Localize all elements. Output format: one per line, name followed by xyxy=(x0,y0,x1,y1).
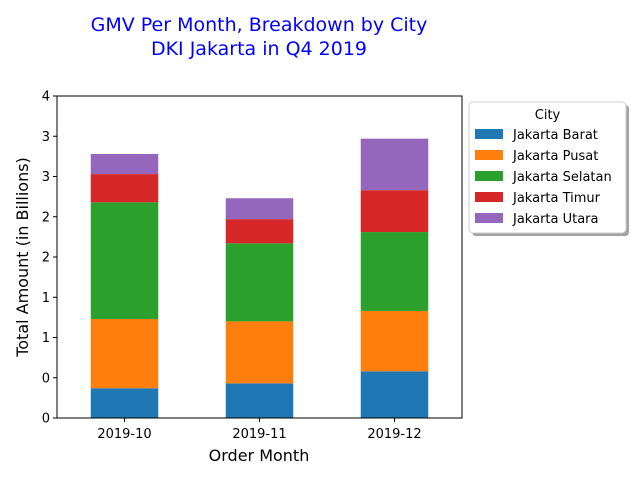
y-tick-label: 0 xyxy=(42,371,50,386)
y-tick-label: 2 xyxy=(42,251,50,266)
legend-label: Jakarta Barat xyxy=(512,128,598,143)
bar-segment xyxy=(360,371,429,418)
bar-segment xyxy=(360,138,429,191)
x-tick-label: 2019-10 xyxy=(97,427,151,442)
legend-swatch xyxy=(475,171,503,181)
legend-swatch xyxy=(475,150,503,160)
legend: City Jakarta Barat Jakarta Pusat Jakarta Se… xyxy=(468,101,629,236)
y-tick-label: 1 xyxy=(42,291,50,306)
bar-segment xyxy=(360,310,429,372)
y-axis-label: Total Amount (in Billions) xyxy=(13,157,32,358)
legend-box xyxy=(468,101,627,234)
legend-swatch xyxy=(475,213,503,223)
bar-segment xyxy=(90,388,159,418)
legend-label: Jakarta Timur xyxy=(512,191,601,206)
chart-title-line: DKI Jakarta in Q4 2019 xyxy=(151,38,367,60)
legend-label: Jakarta Utara xyxy=(512,212,599,227)
chart-title-line: GMV Per Month, Breakdown by City xyxy=(91,14,428,36)
x-tick-label: 2019-11 xyxy=(232,427,286,442)
y-tick-label: 3 xyxy=(42,170,50,185)
bar-segment xyxy=(225,321,294,384)
bar-segment xyxy=(90,174,159,203)
bar-segment xyxy=(360,190,429,233)
legend-swatch xyxy=(475,192,503,202)
y-axis: 0 0 1 1 2 2 3 3 4 xyxy=(42,90,57,427)
y-tick-label: 4 xyxy=(42,90,50,105)
y-tick-label: 1 xyxy=(42,331,50,346)
bar-segment xyxy=(225,383,294,418)
legend-title: City xyxy=(535,108,561,123)
y-tick-label: 0 xyxy=(42,412,50,427)
bar-segment xyxy=(90,202,159,319)
x-axis: 2019-10 2019-11 2019-12 xyxy=(97,418,422,442)
bar-segment xyxy=(90,318,159,389)
x-tick-label: 2019-12 xyxy=(367,427,421,442)
legend-swatch xyxy=(475,129,503,139)
bar-segment xyxy=(225,198,294,220)
bar-segment xyxy=(90,153,159,175)
chart-title: GMV Per Month, Breakdown by City DKI Jaka… xyxy=(91,14,428,60)
legend-label: Jakarta Selatan xyxy=(512,170,612,185)
bar-segment xyxy=(360,232,429,311)
legend-label: Jakarta Pusat xyxy=(512,149,598,164)
y-tick-label: 3 xyxy=(42,130,50,145)
bars-group xyxy=(90,138,429,418)
x-axis-label: Order Month xyxy=(209,446,310,465)
bar-segment xyxy=(225,219,294,244)
y-tick-label: 2 xyxy=(42,210,50,225)
bar-segment xyxy=(225,243,294,322)
